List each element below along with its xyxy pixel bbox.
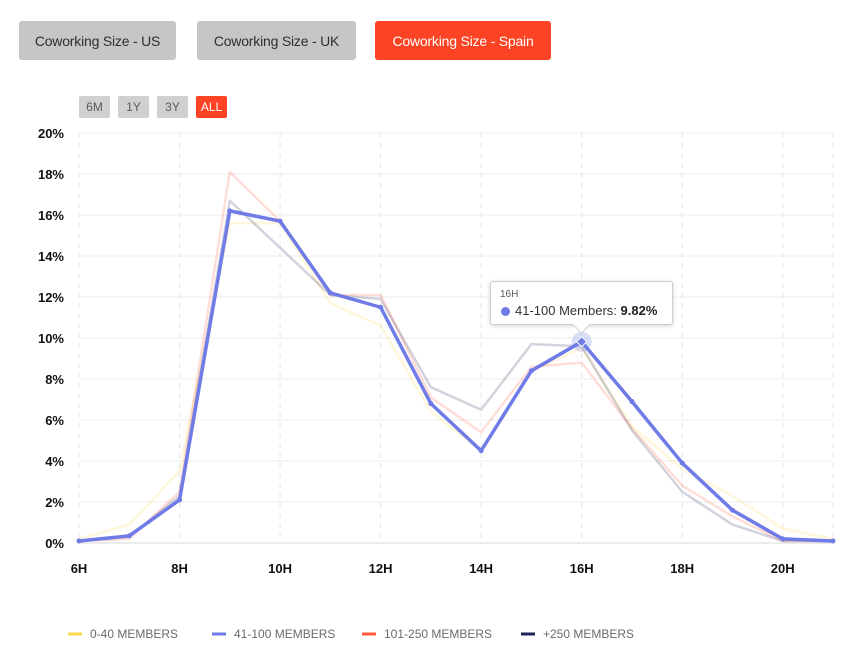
y-tick-label: 18% xyxy=(38,167,64,182)
data-point xyxy=(729,507,735,513)
x-tick-label: 8H xyxy=(171,561,188,576)
x-tick-label: 12H xyxy=(369,561,393,576)
range-all-button[interactable]: ALL xyxy=(196,96,227,118)
legend-label-250-members: +250 MEMBERS xyxy=(543,627,634,641)
data-point xyxy=(277,218,283,224)
data-point xyxy=(76,538,82,544)
tooltip-value: 9.82% xyxy=(620,303,658,318)
chart-tooltip: 16H 41-100 Members: 9.82% xyxy=(490,281,673,334)
tab-coworking-size-uk[interactable]: Coworking Size - UK xyxy=(197,21,356,60)
y-tick-label: 0% xyxy=(45,536,64,551)
series-line-0-40-members xyxy=(77,221,835,541)
x-tick-label: 14H xyxy=(469,561,493,576)
y-tick-label: 4% xyxy=(45,454,64,469)
y-tick-label: 16% xyxy=(38,208,64,223)
data-point xyxy=(478,448,484,454)
tooltip-series-dot xyxy=(501,307,510,316)
data-point xyxy=(780,536,786,542)
data-point xyxy=(830,538,836,544)
data-point xyxy=(629,399,635,405)
range-3y-button[interactable]: 3Y xyxy=(157,96,188,118)
tab-coworking-size-spain[interactable]: Coworking Size - Spain xyxy=(375,21,551,60)
tooltip-body: 41-100 Members: 9.82% xyxy=(515,303,657,318)
data-point xyxy=(227,208,233,214)
y-tick-label: 6% xyxy=(45,413,64,428)
series-line-101-250-members xyxy=(77,170,835,543)
x-tick-label: 18H xyxy=(670,561,694,576)
range-1y-button[interactable]: 1Y xyxy=(118,96,149,118)
y-tick-label: 8% xyxy=(45,372,64,387)
series-line-41-100-members xyxy=(77,209,835,543)
data-point xyxy=(528,368,534,374)
tab-coworking-size-us[interactable]: Coworking Size - US xyxy=(19,21,176,60)
data-point xyxy=(679,460,685,466)
highlight-marker xyxy=(575,335,588,348)
x-tick-label: 6H xyxy=(71,561,88,576)
x-tick-label: 16H xyxy=(570,561,594,576)
y-tick-label: 20% xyxy=(38,126,64,141)
y-tick-label: 12% xyxy=(38,290,64,305)
data-point xyxy=(327,290,333,296)
data-point xyxy=(126,533,132,539)
y-tick-label: 2% xyxy=(45,495,64,510)
tooltip-header: 16H xyxy=(500,289,519,300)
range-6m-button[interactable]: 6M xyxy=(79,96,110,118)
legend-label-101-250-members: 101-250 MEMBERS xyxy=(384,627,492,641)
legend-label-0-40-members: 0-40 MEMBERS xyxy=(90,627,178,641)
x-tick-label: 10H xyxy=(268,561,292,576)
y-tick-label: 10% xyxy=(38,331,64,346)
data-point xyxy=(428,401,434,407)
y-tick-label: 14% xyxy=(38,249,64,264)
data-point xyxy=(378,304,384,310)
data-point xyxy=(177,497,183,503)
x-tick-label: 20H xyxy=(771,561,795,576)
legend-label-41-100-members: 41-100 MEMBERS xyxy=(234,627,335,641)
tooltip-series-label: 41-100 Members: xyxy=(515,303,617,318)
